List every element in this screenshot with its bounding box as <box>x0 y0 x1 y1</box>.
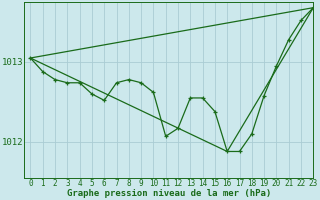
X-axis label: Graphe pression niveau de la mer (hPa): Graphe pression niveau de la mer (hPa) <box>67 189 271 198</box>
